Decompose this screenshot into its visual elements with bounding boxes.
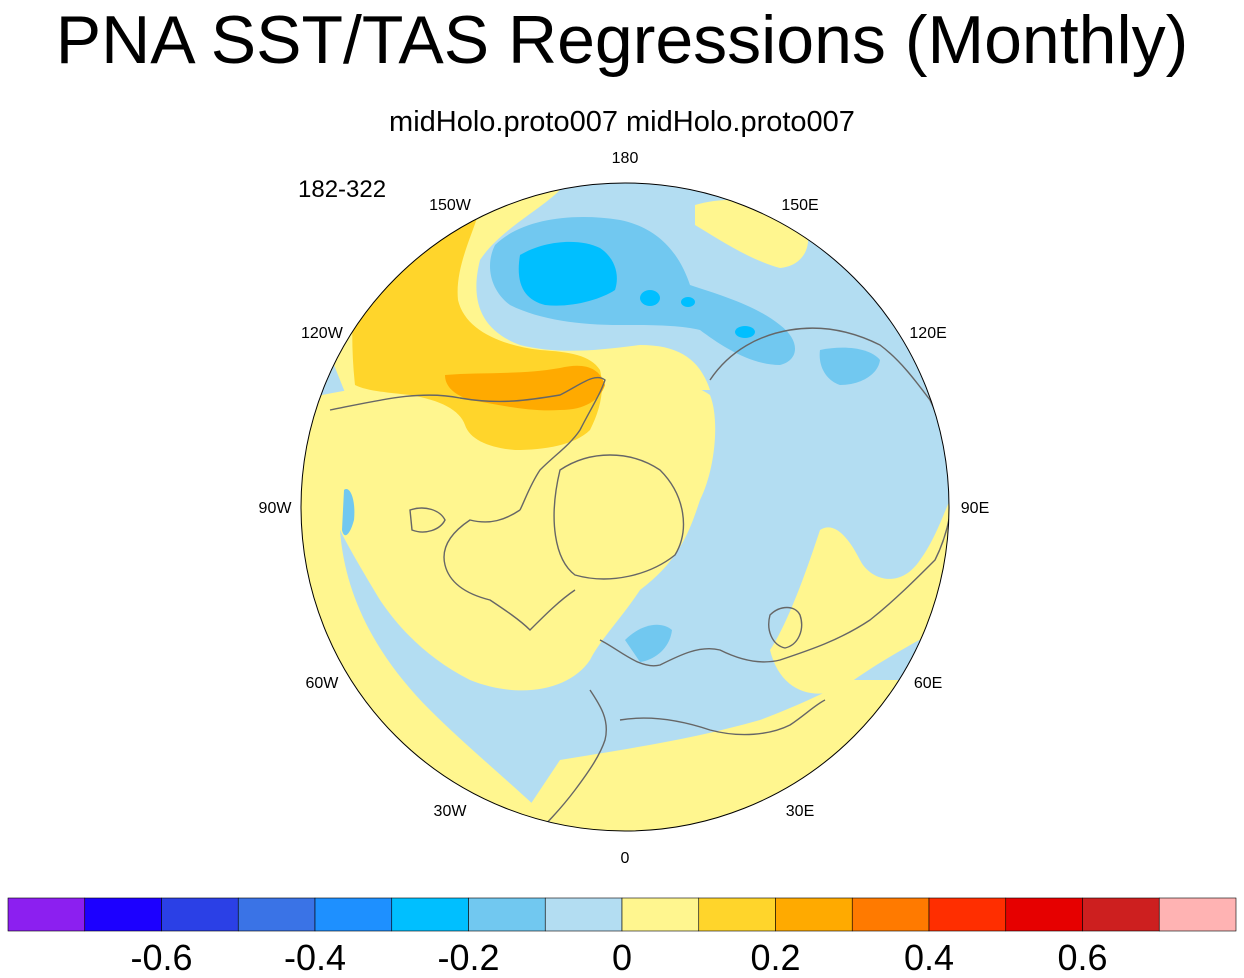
- colorbar-swatch: [544, 897, 623, 932]
- colorbar-swatch: [468, 897, 546, 932]
- colorbar-swatch: [851, 897, 930, 932]
- field-negative-spot-3: [735, 326, 755, 338]
- colorbar-swatch: [391, 897, 469, 932]
- coast-greenland: [553, 454, 685, 580]
- colorbar-swatch: [1005, 897, 1083, 932]
- field-positive-arctic: [560, 447, 691, 569]
- colorbar-tick-label: 0: [612, 937, 632, 978]
- colorbar-swatch: [621, 897, 700, 932]
- year-range-label: 182-322: [298, 176, 387, 203]
- coast-hudson-bay: [409, 507, 446, 533]
- coast-alaska: [329, 376, 606, 511]
- plot-subtitle: midHolo.proto007 midHolo.proto007: [389, 106, 855, 138]
- colorbar-swatch: [1082, 897, 1160, 932]
- colorbar-tick-label: 0.2: [750, 937, 800, 978]
- colorbar-tick-label: 0.6: [1057, 937, 1107, 978]
- coast-canada: [443, 509, 576, 631]
- colorbar-swatch: [314, 897, 393, 932]
- coast-eurasia: [599, 499, 949, 667]
- field-positive-alaska-max: [445, 365, 605, 411]
- longitude-labels: 180 150E 120E 90E 60E 30E 0 30W 60W 90W 120W 150W: [259, 150, 990, 867]
- field-positive-asia: [770, 500, 949, 694]
- field-negative-scandinavia: [625, 624, 672, 662]
- field-negative-hudson: [342, 489, 355, 536]
- plot-title: PNA SST/TAS Regressions (Monthly): [55, 2, 1189, 78]
- longitude-label: 150W: [429, 197, 472, 214]
- coast-europe-africa: [529, 689, 607, 831]
- colorbar-swatch: [698, 897, 776, 932]
- longitude-label: 120E: [909, 325, 946, 342]
- colorbar-swatch: [775, 897, 853, 932]
- longitude-label: 120W: [301, 325, 344, 342]
- colorbar-swatch: [928, 897, 1007, 932]
- colorbar-swatch: [237, 897, 316, 932]
- colorbar-labels: -0.6 -0.4 -0.2 0 0.2 0.4 0.6: [130, 937, 1107, 978]
- longitude-label: 60E: [914, 675, 942, 692]
- colorbar-tick-label: -0.6: [130, 937, 192, 978]
- longitude-label: 90E: [961, 500, 989, 517]
- coast-caspian: [768, 606, 803, 649]
- longitude-label: 150E: [781, 197, 818, 214]
- longitude-label: 90W: [259, 500, 293, 517]
- colorbar-swatch: [161, 897, 239, 932]
- longitude-label: 180: [612, 150, 639, 167]
- longitude-label: 30W: [434, 803, 468, 820]
- map-field: [301, 183, 949, 831]
- longitude-label: 0: [621, 850, 630, 867]
- colorbar-swatch: [7, 897, 86, 932]
- longitude-label: 30E: [786, 803, 814, 820]
- colorbar: [7, 897, 1237, 932]
- colorbar-swatch: [84, 897, 162, 932]
- field-negative-siberia: [819, 347, 880, 385]
- coast-mediterranean: [619, 699, 826, 736]
- colorbar-swatch: [1158, 897, 1237, 932]
- field-negative-spot-1: [640, 290, 660, 306]
- field-negative-spot-2: [681, 297, 695, 307]
- colorbar-tick-label: -0.2: [437, 937, 499, 978]
- map-border: [300, 182, 950, 832]
- longitude-label: 60W: [305, 675, 339, 692]
- field-negative-north-pacific-core: [518, 241, 617, 306]
- colorbar-tick-label: -0.4: [284, 937, 346, 978]
- colorbar-tick-label: 0.4: [904, 937, 954, 978]
